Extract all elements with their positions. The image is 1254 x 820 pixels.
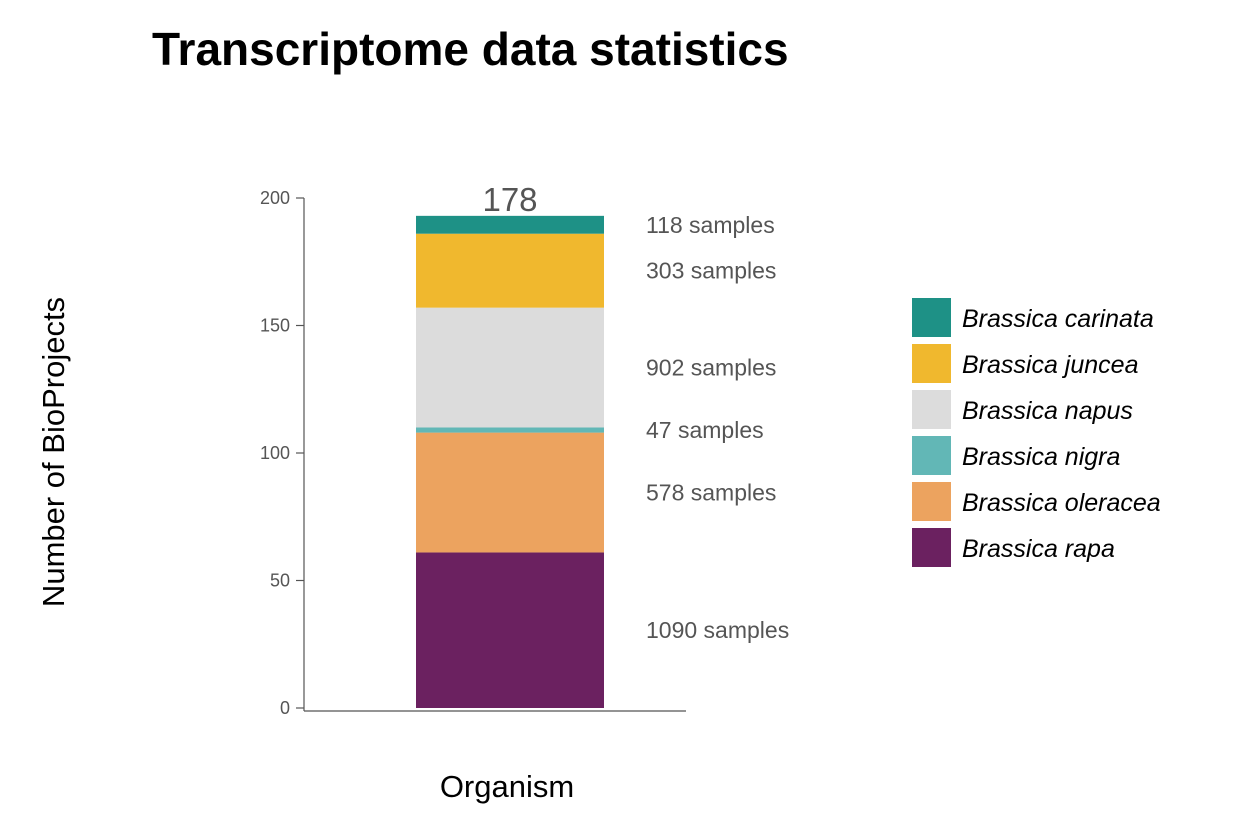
legend-label-brassica-rapa: Brassica rapa [962,535,1115,563]
annotation-brassica-napus: 902 samples [646,355,776,381]
legend: Brassica carinata Brassica juncea Brassica… [912,298,1161,567]
y-tick-label: 0 [280,698,290,718]
legend-swatch-brassica-nigra [912,436,951,475]
legend-swatch-brassica-napus [912,390,951,429]
legend-swatch-brassica-carinata [912,298,951,337]
total-label: 178 [482,181,537,218]
sample-annotations: 1090 samples 578 samples 47 samples 902 sam… [646,212,789,643]
y-ticks: 0 50 100 150 200 [260,188,304,718]
y-tick-label: 200 [260,188,290,208]
x-axis-title: Organism [440,769,574,804]
chart-title: Transcriptome data statistics [152,23,789,75]
annotation-brassica-juncea: 303 samples [646,258,776,284]
bar-segment-brassica-juncea [416,233,604,308]
annotation-brassica-rapa: 1090 samples [646,617,789,643]
bar-segment-brassica-carinata [416,215,604,234]
y-tick-label: 150 [260,316,290,336]
y-tick-label: 50 [270,571,290,591]
legend-swatch-brassica-rapa [912,528,951,567]
legend-label-brassica-napus: Brassica napus [962,397,1133,425]
annotation-brassica-carinata: 118 samples [646,212,775,238]
axes [303,198,686,712]
annotation-brassica-nigra: 47 samples [646,417,764,443]
bar-segment-brassica-nigra [416,427,604,433]
legend-swatch-brassica-oleracea [912,482,951,521]
bar-segment-brassica-oleracea [416,432,604,553]
y-axis-title: Number of BioProjects [36,297,71,607]
legend-label-brassica-carinata: Brassica carinata [962,305,1154,333]
legend-swatch-brassica-juncea [912,344,951,383]
legend-label-brassica-oleracea: Brassica oleracea [962,489,1161,517]
legend-label-brassica-nigra: Brassica nigra [962,443,1120,471]
stacked-bar [416,215,604,708]
bar-segment-brassica-napus [416,307,604,428]
legend-label-brassica-juncea: Brassica juncea [962,351,1139,379]
annotation-brassica-oleracea: 578 samples [646,480,776,506]
y-tick-label: 100 [260,443,290,463]
bar-segment-brassica-rapa [416,552,604,708]
